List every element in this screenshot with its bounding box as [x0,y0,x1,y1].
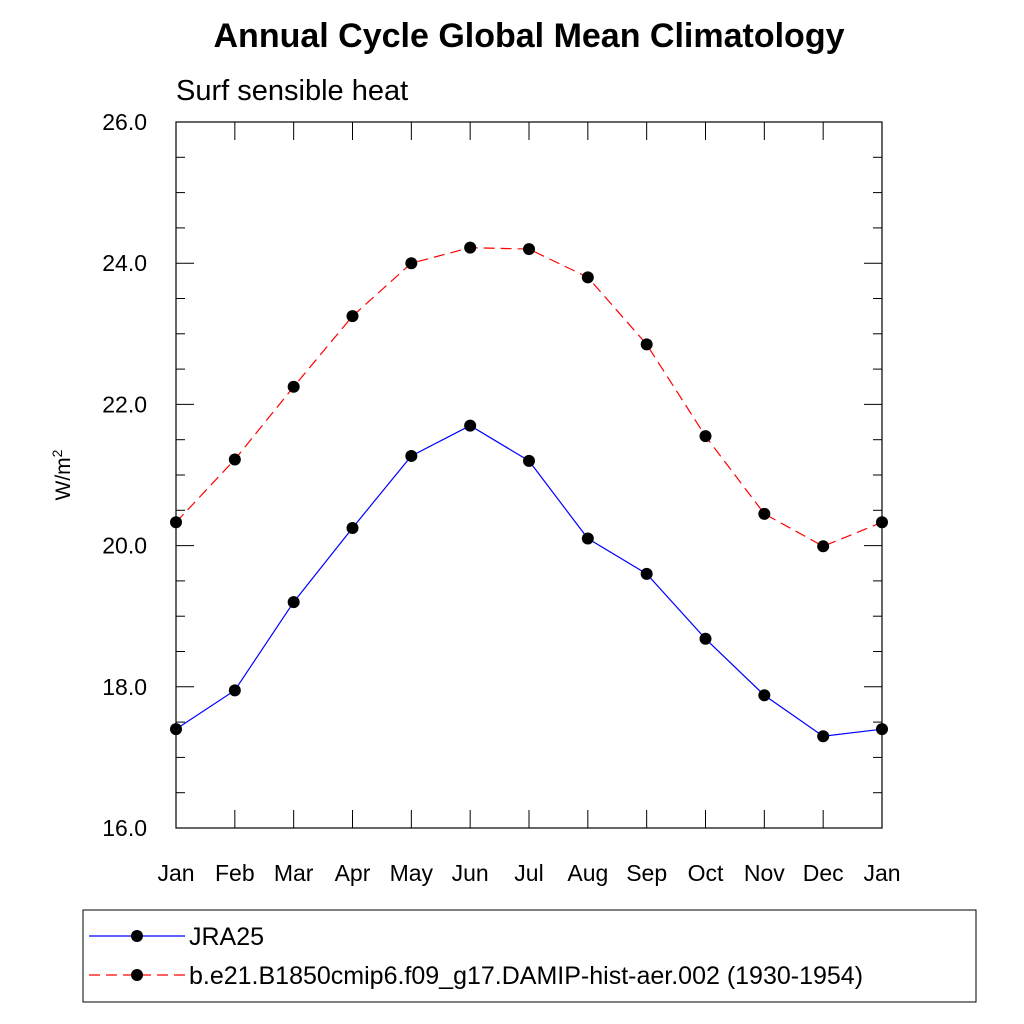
data-point [287,596,300,609]
x-tick-label: Dec [803,860,844,886]
chart-title: Annual Cycle Global Mean Climatology [214,17,845,55]
legend-marker [131,969,143,981]
data-point [581,271,594,284]
data-point [405,449,418,462]
data-point [699,430,712,443]
x-tick-label: Mar [274,860,314,886]
data-point [464,419,477,432]
data-point [817,540,830,553]
data-point [876,723,888,736]
y-tick-label: 20.0 [102,533,147,559]
x-tick-label: Jul [514,860,543,886]
data-point [228,453,241,466]
y-tick-labels: 16.0 18.0 20.0 22.0 24.0 26.0 [102,109,147,841]
axis-ticks [175,121,883,829]
legend-marker [131,930,143,942]
y-tick-label: 22.0 [102,391,147,417]
x-tick-label: Jan [157,860,194,886]
legend-box [82,909,977,1003]
data-point [346,521,359,534]
x-tick-label: Feb [215,860,255,886]
data-point [170,516,182,529]
chart-subtitle: Surf sensible heat [176,75,408,107]
y-tick-label: 24.0 [102,250,147,276]
data-point [346,310,359,323]
data-point [876,516,888,529]
legend-label: b.e21.B1850cmip6.f09_g17.DAMIP-hist-aer.… [189,962,863,990]
data-point [640,338,653,351]
x-tick-label: Jan [863,860,900,886]
data-point [170,723,182,736]
series-layer [170,241,888,743]
y-axis-label-superscript: 2 [49,449,65,457]
series-line-0 [175,424,883,737]
data-point [464,241,477,254]
data-point [699,632,712,645]
plot-frame [175,121,883,829]
data-point [523,454,535,467]
y-tick-label: 16.0 [102,815,147,841]
x-tick-label: Sep [626,860,667,886]
x-tick-labels: Jan Feb Mar Apr May Jun Jul Aug Sep Oct Nov Dec Jan [157,860,900,886]
series-line-1 [175,247,883,547]
data-point [405,257,418,270]
data-point [523,243,535,256]
x-tick-label: Apr [335,860,371,886]
x-tick-label: Nov [744,860,785,886]
data-point [758,507,771,520]
y-tick-label: 18.0 [102,674,147,700]
x-tick-label: Aug [567,860,608,886]
y-tick-label: 26.0 [102,109,147,135]
x-tick-label: Jun [452,860,489,886]
x-tick-label: Oct [688,860,724,886]
data-point [758,689,771,702]
data-point [228,684,241,697]
data-point [817,730,830,743]
data-point [287,380,300,393]
data-point [640,567,653,580]
y-axis-label: W/m2 [49,449,75,500]
x-tick-label: May [390,860,434,886]
legend: JRA25 b.e21.B1850cmip6.f09_g17.DAMIP-hist… [89,923,863,990]
legend-label: JRA25 [189,923,264,951]
data-point [581,532,594,545]
